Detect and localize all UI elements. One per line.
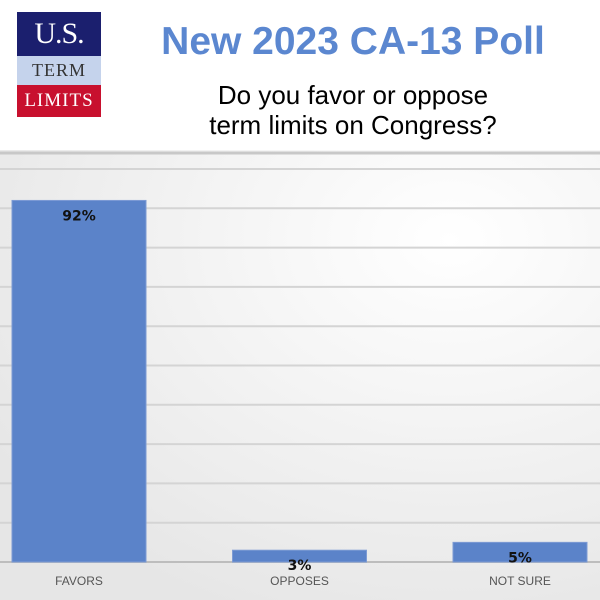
logo-term: TERM: [17, 56, 101, 85]
data-label: 92%: [62, 208, 96, 224]
bar-opposes: [232, 549, 367, 563]
data-label: 5%: [508, 550, 532, 566]
chart-subtitle: Do you favor or oppose term limits on Co…: [118, 80, 588, 140]
logo-limits: LIMITS: [17, 85, 101, 117]
logo-us: U.S.: [17, 12, 101, 56]
x-tick-label: FAVORS: [55, 574, 103, 588]
subtitle-line-1: Do you favor or oppose: [217, 80, 489, 110]
bar-chart: 92% FAVORS 3%OPPOSES 5% NOT SURE: [0, 150, 600, 600]
us-term-limits-logo: U.S. TERM LIMITS: [17, 12, 101, 117]
x-tick-label: OPPOSES: [270, 574, 329, 588]
bar-favors: [11, 199, 147, 563]
x-tick-label: NOT SURE: [489, 574, 551, 588]
subtitle-line-2: term limits on Congress?: [209, 110, 497, 140]
bar-not-sure: [452, 541, 588, 563]
chart-title: New 2023 CA-13 Poll: [161, 20, 545, 63]
data-label: 3%: [288, 558, 312, 574]
